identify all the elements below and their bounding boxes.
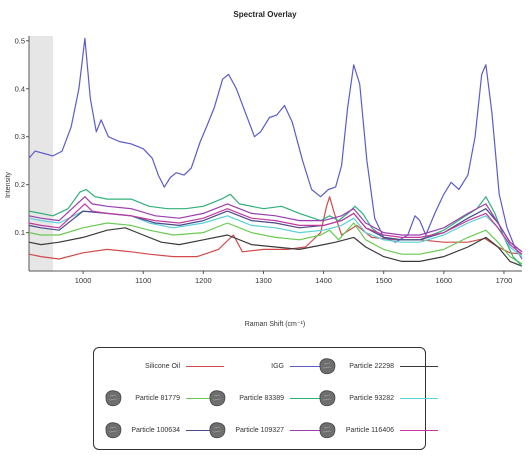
legend-label: Particle 22298 — [349, 362, 394, 370]
particle-116406-thumbnail — [314, 418, 340, 442]
legend: Silicone Oil IGG Particle 22298 Particle 81… — [93, 347, 438, 450]
series-line-particle-116406 — [28, 203, 523, 255]
legend-swatch-line — [400, 365, 438, 367]
legend-swatch-line — [186, 397, 224, 399]
legend-item: Particle 22298 — [314, 352, 438, 380]
legend-label: Particle 116406 — [345, 426, 394, 434]
x-tick-label: 1000 — [75, 276, 92, 285]
particle-83389-thumbnail — [204, 386, 230, 410]
legend-label: Particle 81779 — [135, 394, 180, 402]
legend-label: Silicone Oil — [144, 362, 180, 370]
legend-item: Particle 116406 — [314, 416, 438, 444]
legend-label: Particle 109327 — [235, 426, 284, 434]
x-tick-label: 1600 — [435, 276, 452, 285]
particle-109327-thumbnail — [204, 418, 230, 442]
legend-label: IGG — [271, 362, 284, 370]
legend-swatch-line — [186, 429, 224, 431]
particle-22298-thumbnail — [314, 354, 340, 378]
series-line-igg — [28, 37, 523, 260]
particle-81779-thumbnail — [100, 386, 126, 410]
x-tick-label: 1400 — [315, 276, 332, 285]
legend-swatch-line — [400, 429, 438, 431]
plot-area: 0.1 0.2 0.3 0.4 0.5 1000 1100 1200 1300 1400 1500 1… — [15, 36, 523, 285]
x-tick-label: 1200 — [195, 276, 212, 285]
particle-100634-thumbnail — [100, 418, 126, 442]
x-tick-label: 1100 — [135, 276, 151, 285]
legend-swatch-line — [290, 365, 328, 367]
spectral-chart: 0.1 0.2 0.3 0.4 0.5 1000 1100 1200 1300 1400 1500 1… — [5, 36, 523, 328]
y-tick-label: 0.3 — [15, 132, 25, 141]
chart-title: Spectral Overlay — [233, 10, 297, 19]
legend-item: IGG — [204, 352, 328, 380]
y-axis-label: Intensity — [5, 171, 12, 198]
legend-swatch-line — [400, 397, 438, 399]
series-line-particle-109327 — [28, 196, 523, 253]
legend-item: Particle 93282 — [314, 384, 438, 412]
x-tick-label: 1300 — [255, 276, 272, 285]
legend-item: Silicone Oil — [100, 352, 224, 380]
particle-93282-thumbnail — [314, 386, 340, 410]
legend-item: Particle 109327 — [204, 416, 328, 444]
legend-label: Particle 93282 — [349, 394, 394, 402]
legend-item: Particle 100634 — [100, 416, 224, 444]
series-line-particle-83389 — [28, 188, 523, 267]
y-tick-label: 0.5 — [15, 36, 25, 45]
legend-item: Particle 81779 — [100, 384, 224, 412]
series-line-silicone-oil — [28, 196, 523, 260]
legend-label: Particle 83389 — [239, 394, 284, 402]
legend-swatch-line — [290, 429, 328, 431]
series-line-particle-22298 — [28, 227, 523, 267]
y-tick-label: 0.2 — [15, 180, 25, 189]
legend-item: Particle 83389 — [204, 384, 328, 412]
legend-swatch-line — [186, 365, 224, 367]
x-tick-label: 1500 — [375, 276, 392, 285]
x-tick-label: 1700 — [496, 276, 513, 285]
y-tick-label: 0.1 — [15, 228, 25, 237]
y-tick-label: 0.4 — [15, 84, 25, 93]
legend-label: Particle 100634 — [131, 426, 180, 434]
x-axis-label: Raman Shift (cm⁻¹) — [245, 321, 305, 328]
series-line-particle-81779 — [28, 222, 523, 265]
legend-swatch-line — [290, 397, 328, 399]
